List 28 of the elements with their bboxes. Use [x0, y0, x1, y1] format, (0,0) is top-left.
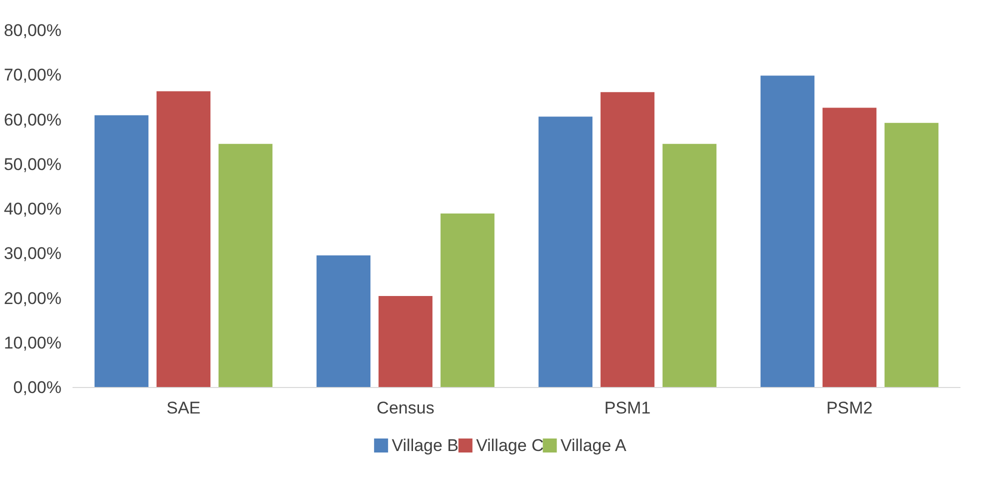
bar [440, 213, 494, 388]
bar [884, 122, 938, 388]
y-tick-label: 50,00% [4, 154, 62, 174]
bar [662, 144, 716, 388]
y-tick-label: 80,00% [4, 21, 62, 40]
legend-label: Village C [476, 436, 544, 455]
legend-label: Village A [560, 436, 627, 455]
bar [218, 144, 272, 388]
y-tick-label: 10,00% [4, 333, 62, 352]
bar [378, 296, 432, 388]
y-tick-label: 40,00% [4, 200, 62, 218]
x-tick-label: PSM2 [826, 398, 873, 418]
x-tick-label: PSM1 [604, 398, 651, 418]
y-tick-label: 20,00% [4, 288, 62, 308]
bar [760, 76, 814, 388]
bar [600, 92, 654, 388]
y-tick-label: 60,00% [4, 110, 62, 130]
y-tick-label: 30,00% [4, 244, 62, 264]
x-tick-label: Census [376, 398, 434, 418]
x-tick-label: SAE [166, 398, 201, 418]
bar [538, 116, 592, 388]
y-tick-label: 70,00% [4, 66, 62, 85]
bar [94, 115, 148, 388]
bar [316, 255, 370, 388]
legend-label: Village B [392, 436, 459, 455]
bar [156, 91, 210, 388]
y-tick-label: 0,00% [13, 378, 62, 397]
bar [822, 108, 876, 388]
